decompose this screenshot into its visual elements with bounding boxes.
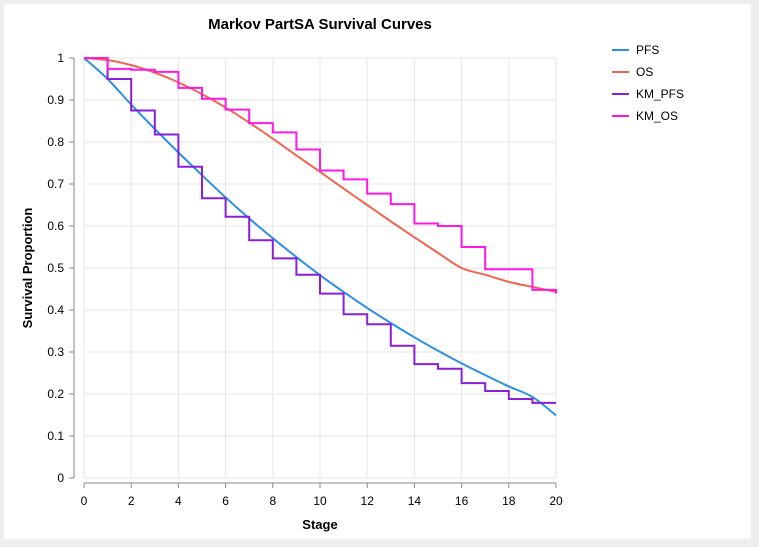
series-layer xyxy=(83,57,557,417)
y-axis-title: Survival Proportion xyxy=(20,208,35,329)
x-axis-title: Stage xyxy=(302,517,337,532)
legend-label-os: OS xyxy=(636,65,653,79)
x-tick-label: 18 xyxy=(502,494,516,508)
x-tick-label: 14 xyxy=(408,494,422,508)
x-tick-label: 20 xyxy=(549,494,563,508)
y-tick-label: 0.6 xyxy=(47,219,64,233)
legend-label-km-pfs: KM_PFS xyxy=(636,87,684,101)
chart-frame: Markov PartSA Survival Curves 0 2 4 6 8 10 12 1… xyxy=(4,4,751,539)
series-line-os xyxy=(83,57,557,293)
survival-chart: Markov PartSA Survival Curves 0 2 4 6 8 10 12 1… xyxy=(20,16,684,532)
x-tick-label: 0 xyxy=(81,494,88,508)
chart-title: Markov PartSA Survival Curves xyxy=(208,16,432,33)
y-tick-label: 0.7 xyxy=(47,177,64,191)
series-line-km-os xyxy=(84,57,557,294)
x-tick-label: 4 xyxy=(175,494,182,508)
y-tick-label: 0 xyxy=(57,471,64,485)
legend: PFS OS KM_PFS KM_OS xyxy=(612,43,684,123)
y-tick-label: 0.4 xyxy=(47,303,64,317)
y-tick-label: 0.5 xyxy=(47,261,64,275)
series-line-km-pfs xyxy=(84,57,556,404)
y-tick-label: 0.8 xyxy=(47,135,64,149)
x-tick-label: 16 xyxy=(455,494,469,508)
x-tick-label: 10 xyxy=(313,494,327,508)
y-tick-label: 0.2 xyxy=(47,387,64,401)
y-tick-label: 1 xyxy=(57,51,64,65)
y-tick-label: 0.3 xyxy=(47,345,64,359)
legend-label-km-os: KM_OS xyxy=(636,109,678,123)
y-tick-label: 0.1 xyxy=(47,429,64,443)
x-tick-label: 6 xyxy=(222,494,229,508)
x-tick-label: 8 xyxy=(269,494,276,508)
grid xyxy=(83,57,557,479)
axes: 0 2 4 6 8 10 12 14 16 18 20 0 0.1 0.2 0.3 0.4 0.5 0.6 0.7 0… xyxy=(47,51,563,508)
x-tick-label: 12 xyxy=(361,494,375,508)
x-tick-label: 2 xyxy=(128,494,135,508)
y-tick-label: 0.9 xyxy=(47,93,64,107)
legend-label-pfs: PFS xyxy=(636,43,659,57)
